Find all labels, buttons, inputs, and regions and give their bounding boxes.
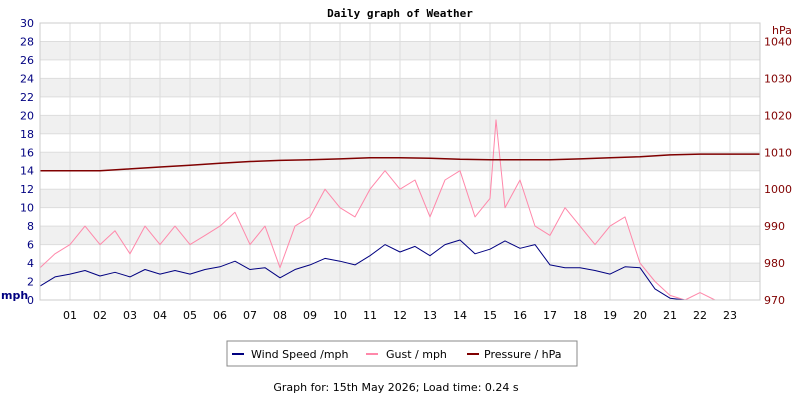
- y-left-tick-label: 28: [20, 35, 34, 48]
- x-tick-label: 05: [183, 309, 197, 322]
- chart-title: Daily graph of Weather: [327, 7, 473, 20]
- x-tick-label: 07: [243, 309, 257, 322]
- y-left-tick-label: 4: [27, 257, 34, 270]
- y-right-tick-label: 1010: [764, 146, 792, 159]
- x-tick-label: 09: [303, 309, 317, 322]
- y-left-tick-label: 0: [27, 294, 34, 307]
- y-right-tick-label: 1020: [764, 109, 792, 122]
- y-right-tick-label: 980: [764, 257, 785, 270]
- y-left-tick-label: 10: [20, 202, 34, 215]
- x-tick-label: 08: [273, 309, 287, 322]
- legend-label: Gust / mph: [386, 348, 447, 361]
- y-right-tick-label: 1040: [764, 35, 792, 48]
- series-line-2: [40, 153, 760, 172]
- legend-box: [226, 340, 578, 367]
- footer-status: Graph for: 15th May 2026; Load time: 0.2…: [273, 381, 519, 394]
- x-tick-label: 01: [63, 309, 77, 322]
- x-tick-label: 19: [603, 309, 617, 322]
- y-left-tick-label: 2: [27, 276, 34, 289]
- x-tick-label: 13: [423, 309, 437, 322]
- legend: Wind Speed /mph Gust / mph Pressure / hPa: [226, 340, 578, 367]
- x-axis: 01 02 03 04 05 06 07 08 09 10 11 12 13 14 15 16 17 18 19 20…: [63, 309, 737, 322]
- x-tick-label: 20: [633, 309, 647, 322]
- x-tick-label: 21: [663, 309, 677, 322]
- x-tick-label: 14: [453, 309, 467, 322]
- y-left-tick-label: 22: [20, 91, 34, 104]
- x-tick-label: 18: [573, 309, 587, 322]
- x-tick-label: 16: [513, 309, 527, 322]
- y-left-tick-label: 8: [27, 220, 34, 233]
- x-tick-label: 10: [333, 309, 347, 322]
- y-axis-left-unit: mph: [1, 289, 28, 302]
- y-left-tick-label: 12: [20, 183, 34, 196]
- x-tick-label: 11: [363, 309, 377, 322]
- plot-frame: [39, 22, 761, 301]
- x-tick-label: 15: [483, 309, 497, 322]
- y-right-tick-label: 1000: [764, 183, 792, 196]
- series-line-1: [39, 119, 760, 301]
- y-left-tick-label: 20: [20, 109, 34, 122]
- y-right-tick-label: 1030: [764, 72, 792, 85]
- x-tick-label: 06: [213, 309, 227, 322]
- y-left-tick-label: 26: [20, 54, 34, 67]
- y-left-tick-label: 16: [20, 146, 34, 159]
- y-left-tick-label: 30: [20, 17, 34, 30]
- legend-label: Wind Speed /mph: [251, 348, 349, 361]
- y-right-tick-label: 990: [764, 220, 785, 233]
- y-right-tick-label: 970: [764, 294, 785, 307]
- legend-label: Pressure / hPa: [484, 348, 562, 361]
- x-tick-label: 04: [153, 309, 167, 322]
- x-tick-label: 12: [393, 309, 407, 322]
- x-tick-label: 23: [723, 309, 737, 322]
- y-left-tick-label: 18: [20, 128, 34, 141]
- y-axis-right: 970 980 990 1000 1010 1020 1030 1040: [764, 35, 792, 307]
- y-axis-right-unit: hPa: [772, 24, 792, 37]
- y-left-tick-label: 6: [27, 239, 34, 252]
- series-line-0: [39, 239, 760, 301]
- x-tick-label: 03: [123, 309, 137, 322]
- x-tick-label: 02: [93, 309, 107, 322]
- series-layer: [39, 119, 760, 301]
- x-tick-label: 17: [543, 309, 557, 322]
- x-tick-label: 22: [693, 309, 707, 322]
- y-left-tick-label: 14: [20, 165, 34, 178]
- y-left-tick-label: 24: [20, 72, 34, 85]
